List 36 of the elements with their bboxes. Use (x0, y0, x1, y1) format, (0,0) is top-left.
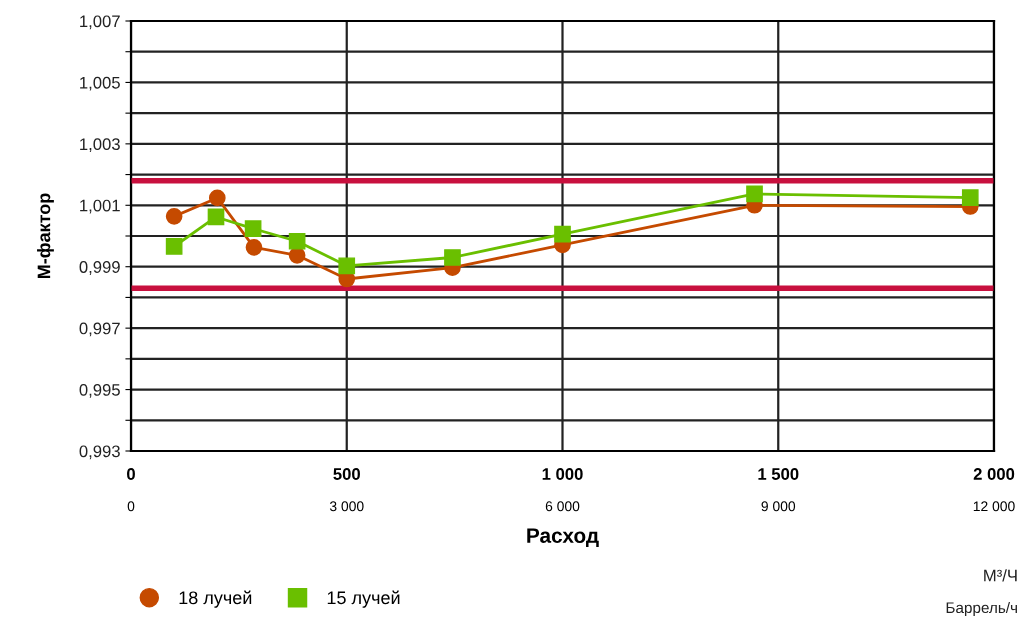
x-tick-label: 2 000 (973, 468, 1015, 480)
y-tick-label: 0,993 (79, 445, 120, 460)
y-axis-title: М-фактор (37, 193, 54, 279)
point (165, 238, 183, 255)
x-tick-label: 1 500 (758, 468, 799, 480)
y-tick-label: 1,007 (80, 15, 120, 30)
x-tick-label: 1 000 (542, 468, 583, 480)
y-tick-label: 0,999 (79, 261, 120, 275)
point (245, 239, 263, 256)
text: М³/Ч (984, 569, 1017, 582)
point (244, 220, 262, 237)
x2-tick-label: 3 000 (329, 501, 364, 512)
x-tick-label: 500 (333, 468, 360, 480)
x2-tick-label: 12 000 (973, 501, 1015, 512)
legend-label: 15 лучей (327, 590, 400, 608)
x2-tick-label: 6 000 (545, 501, 580, 512)
point (444, 249, 461, 266)
x-axis-title: Расход (527, 528, 599, 547)
x2-tick-label: 0 (127, 501, 135, 512)
x2-tick-label: 9 000 (761, 501, 796, 512)
point (338, 257, 356, 275)
point (208, 189, 226, 207)
point (554, 225, 571, 243)
y-tick-label: 0,995 (79, 383, 120, 398)
y-tick-label: 0,997 (79, 322, 120, 337)
point (288, 232, 306, 250)
point (207, 208, 225, 226)
point (165, 208, 183, 225)
y-tick-label: 1,001 (80, 199, 120, 214)
point (961, 189, 979, 206)
legend-label: 18 лучей (179, 590, 252, 608)
y-tick-label: 1,005 (80, 76, 120, 91)
x-tick-label: 0 (127, 468, 135, 480)
point (746, 185, 763, 203)
y-tick-label: 1,003 (80, 138, 120, 153)
text: Баррель/ч (946, 601, 1017, 617)
